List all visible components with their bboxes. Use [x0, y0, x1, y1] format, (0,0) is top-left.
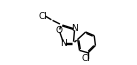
- Text: O: O: [56, 26, 63, 35]
- Text: Cl: Cl: [38, 12, 47, 21]
- Text: N: N: [60, 39, 67, 48]
- Text: N: N: [71, 24, 78, 33]
- Text: Cl: Cl: [81, 54, 90, 63]
